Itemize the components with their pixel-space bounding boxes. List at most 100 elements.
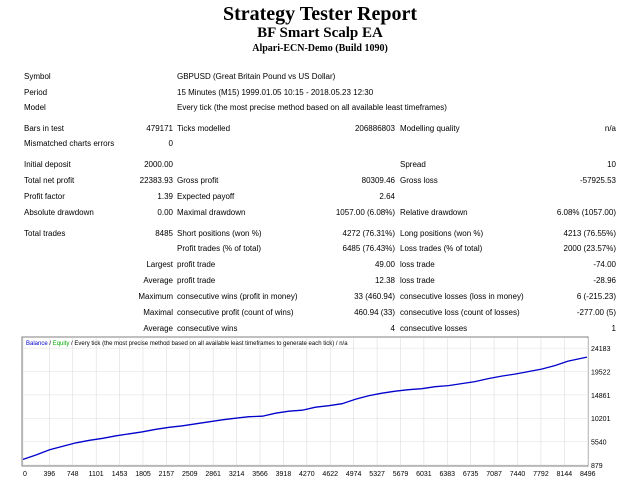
netprofit-label: Total net profit <box>24 176 75 185</box>
deposit-label: Initial deposit <box>24 160 71 169</box>
pt-label: Profit trades (% of total) <box>177 244 262 253</box>
x-tick-label: 6735 <box>463 471 479 478</box>
x-tick-label: 8496 <box>580 471 596 478</box>
x-tick-label: 1805 <box>135 471 151 478</box>
x-tick-label: 7792 <box>533 471 549 478</box>
absdd-label: Absolute drawdown <box>24 208 94 217</box>
x-tick-label: 6383 <box>439 471 455 478</box>
average-loss-value: -28.96 <box>593 276 616 285</box>
x-tick-label: 396 <box>43 471 55 478</box>
legend-sep-1: / <box>48 341 53 347</box>
trades-label: Total trades <box>24 229 66 238</box>
x-tick-label: 8144 <box>557 471 573 478</box>
y-tick-label: 24183 <box>591 346 611 353</box>
spread-value: 10 <box>607 160 616 169</box>
reldd-label: Relative drawdown <box>400 208 468 217</box>
y-tick-labels: 24183 19522 14861 10201 5540 879 <box>591 346 611 470</box>
netprofit-value: 22383.93 <box>139 176 173 185</box>
grossloss-value: -57925.53 <box>579 176 616 185</box>
deposit-value: 2000.00 <box>144 160 173 169</box>
lt-label: Loss trades (% of total) <box>400 244 483 253</box>
x-tick-label: 3214 <box>229 471 245 478</box>
balance-series-line <box>22 356 588 461</box>
bars-value: 479171 <box>146 124 173 133</box>
pf-label: Profit factor <box>24 192 65 201</box>
y-tick-label: 19522 <box>591 369 611 376</box>
legend-balance: Balance <box>26 341 48 347</box>
x-tick-label: 3918 <box>276 471 292 478</box>
average-profit-label: profit trade <box>177 276 216 285</box>
ticks-label: Ticks modelled <box>177 124 231 133</box>
quality-value: n/a <box>604 124 616 133</box>
lt-value: 2000 (23.57%) <box>563 244 616 253</box>
x-tick-label: 4270 <box>299 471 315 478</box>
cw-money-value: 33 (460.94) <box>354 292 395 301</box>
y-tick-label: 14861 <box>591 393 611 400</box>
legend-equity: Equity <box>53 341 70 347</box>
x-tick-label: 5327 <box>369 471 385 478</box>
cl-count-label: consecutive loss (count of losses) <box>400 308 520 317</box>
x-tick-label: 1453 <box>112 471 128 478</box>
average-profit-value: 12.38 <box>374 276 395 285</box>
pt-value: 6485 (76.43%) <box>342 244 395 253</box>
maximum-label: Maximum <box>138 292 173 301</box>
legend-sep-3: / <box>334 341 339 347</box>
avg-cw-value: 4 <box>390 324 395 333</box>
chart-frame <box>21 336 589 467</box>
x-tick-label: 4622 <box>322 471 338 478</box>
maxdd-label: Maximal drawdown <box>177 208 246 217</box>
cp-count-label: consecutive profit (count of wins) <box>177 308 294 317</box>
avg-cl-label: consecutive losses <box>400 324 468 333</box>
x-tick-label: 6031 <box>416 471 432 478</box>
reldd-value: 6.08% (1057.00) <box>556 208 616 217</box>
report-title: Strategy Tester Report <box>222 3 418 25</box>
x-tick-label: 7087 <box>486 471 502 478</box>
cw-money-label: consecutive wins (profit in money) <box>177 292 298 301</box>
short-value: 4272 (76.31%) <box>342 229 395 238</box>
maximal-label: Maximal <box>143 308 173 317</box>
x-tick-label: 1101 <box>89 471 104 478</box>
model-value: Every tick (the most precise method base… <box>177 103 447 112</box>
absdd-value: 0.00 <box>157 208 173 217</box>
chart-grid <box>22 338 589 466</box>
x-tick-label: 7440 <box>510 471 526 478</box>
largest-profit-label: profit trade <box>177 260 216 269</box>
mismatch-label: Mismatched charts errors <box>24 139 115 148</box>
pf-value: 1.39 <box>157 192 173 201</box>
average-label: Average <box>143 276 173 285</box>
avg-cl-value: 1 <box>611 324 616 333</box>
cl-money-label: consecutive losses (loss in money) <box>400 292 524 301</box>
x-tick-label: 2509 <box>182 471 198 478</box>
chart-legend: Balance / Equity / Every tick (the most … <box>26 341 348 347</box>
x-tick-label: 2157 <box>159 471 175 478</box>
cl-money-value: 6 (-215.23) <box>576 292 616 301</box>
x-tick-label: 0 <box>23 471 27 478</box>
largest-loss-label: loss trade <box>400 260 435 269</box>
short-label: Short positions (won %) <box>177 229 262 238</box>
long-label: Long positions (won %) <box>400 229 484 238</box>
ep-label: Expected payoff <box>177 192 235 201</box>
quality-label: Modelling quality <box>400 124 460 133</box>
x-tick-label: 4974 <box>346 471 362 478</box>
largest-loss-value: -74.00 <box>593 260 616 269</box>
symbol-value: GBPUSD (Great Britain Pound vs US Dollar… <box>177 72 336 81</box>
legend-model: Every tick (the most precise method base… <box>74 341 334 347</box>
server-build: Alpari-ECN-Demo (Build 1090) <box>252 43 388 54</box>
maxdd-value: 1057.00 (6.08%) <box>335 208 395 217</box>
legend-sep-2: / <box>69 341 74 347</box>
avg-cw-label: consecutive wins <box>177 324 238 333</box>
mismatch-value: 0 <box>168 139 173 148</box>
spread-label: Spread <box>400 160 426 169</box>
x-tick-label: 2861 <box>205 471 221 478</box>
trades-value: 8485 <box>155 229 173 238</box>
grossloss-label: Gross loss <box>400 176 438 185</box>
long-value: 4213 (76.55%) <box>563 229 616 238</box>
cp-count-value: 460.94 (33) <box>354 308 395 317</box>
period-value: 15 Minutes (M15) 1999.01.05 10:15 - 2018… <box>177 88 374 97</box>
period-label: Period <box>24 88 48 97</box>
legend-na: n/a <box>339 341 348 347</box>
ticks-value: 206886803 <box>354 124 395 133</box>
average-loss-label: loss trade <box>400 276 435 285</box>
symbol-label: Symbol <box>24 72 51 81</box>
largest-label: Largest <box>146 260 173 269</box>
